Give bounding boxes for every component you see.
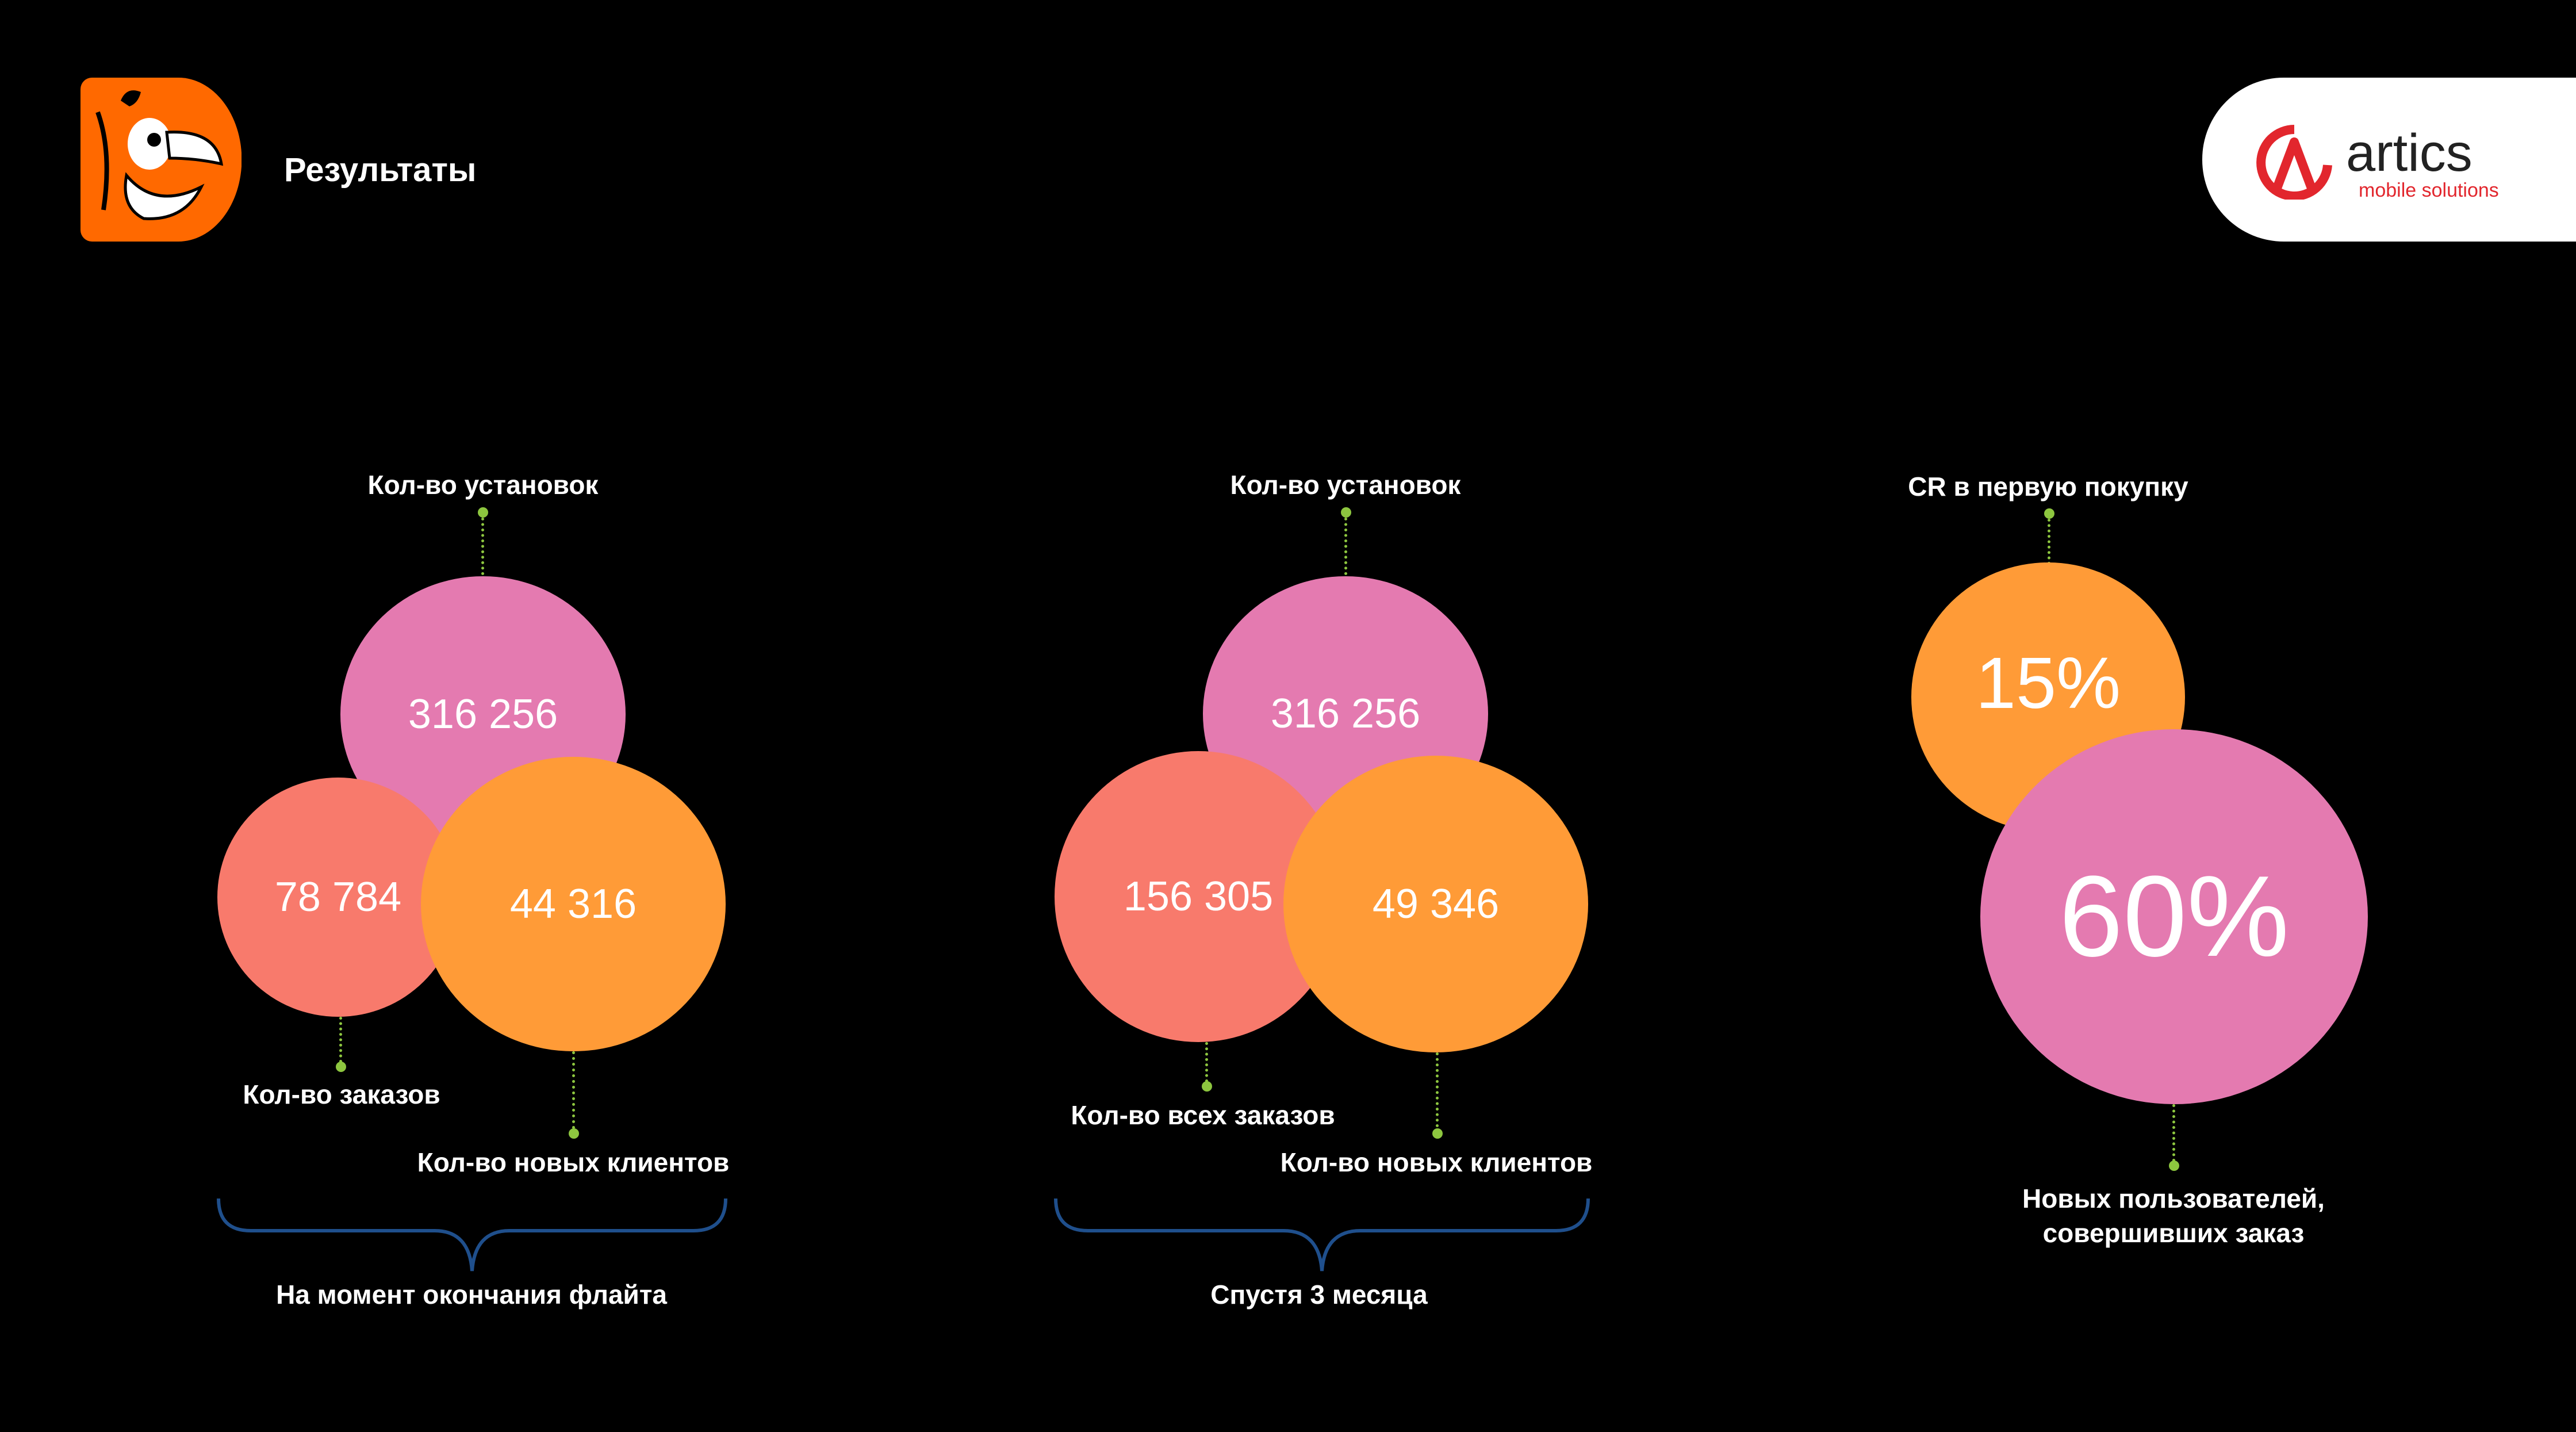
group2-orders-circle: 156 305: [1055, 751, 1342, 1042]
group2-new-clients-connector: [1436, 1052, 1439, 1127]
group1-installs-label: Кол-во установок: [367, 470, 599, 500]
page-title: Результаты: [284, 151, 477, 189]
group1-new-clients-connector: [572, 1051, 575, 1129]
group3-new-users-value: 60%: [2058, 852, 2290, 981]
group1-brace: [217, 1198, 727, 1272]
artics-logo: artics mobile solutions: [2202, 78, 2576, 242]
group3-cr-label: CR в первую покупку: [1908, 472, 2188, 501]
group2-installs-label: Кол-во установок: [1230, 470, 1461, 500]
group1-orders-connector: [339, 1017, 342, 1063]
group1-installs-value: 316 256: [408, 691, 558, 737]
group1-orders-value: 78 784: [274, 874, 402, 920]
artics-tagline: mobile solutions: [2359, 179, 2499, 201]
group2-orders-value: 156 305: [1123, 874, 1274, 920]
dodo-logo: [80, 78, 241, 242]
group2-new-clients-value: 49 346: [1372, 881, 1500, 927]
group2-orders-label: Кол-во всех заказов: [1071, 1100, 1335, 1130]
artics-a-icon: [2256, 125, 2332, 200]
group1-new-clients-circle: 44 316: [421, 757, 726, 1051]
group1-orders-dot: [336, 1062, 346, 1072]
group3-cr-value: 15%: [1975, 642, 2121, 723]
group1-orders-circle: 78 784: [217, 778, 459, 1017]
group2-installs-connector: [1344, 518, 1347, 575]
group1-new-clients-value: 44 316: [509, 881, 637, 927]
group3-new-users-label-line2: совершивших заказ: [2042, 1218, 2305, 1248]
group2-orders-connector: [1205, 1042, 1208, 1082]
group1-caption: На момент окончания флайта: [276, 1280, 667, 1310]
group2-installs-value: 316 256: [1270, 691, 1421, 737]
group2-installs-dot: [1341, 507, 1351, 518]
group1-installs-dot: [478, 507, 488, 518]
group1-new-clients-label: Кол-во новых клиентов: [417, 1147, 730, 1177]
artics-name: artics: [2346, 124, 2472, 182]
group2-new-clients-circle: 49 346: [1283, 756, 1588, 1052]
group3-new-users-dot: [2169, 1161, 2179, 1171]
group2-new-clients-label: Кол-во новых клиентов: [1280, 1147, 1593, 1177]
group3-new-users-connector: [2172, 1104, 2175, 1162]
group1-new-clients-dot: [569, 1128, 579, 1139]
group2-caption: Спустя 3 месяца: [1210, 1280, 1428, 1310]
group2-brace: [1054, 1198, 1590, 1272]
group1-orders-label: Кол-во заказов: [243, 1079, 440, 1109]
group3-cr-dot: [2044, 508, 2054, 519]
group3-new-users-circle: 60%: [1980, 729, 2368, 1104]
group2-orders-dot: [1202, 1081, 1212, 1092]
group3-new-users-label-line1: Новых пользователей,: [2022, 1184, 2325, 1213]
group3-cr-connector: [2048, 519, 2050, 565]
group2-new-clients-dot: [1432, 1128, 1443, 1139]
group1-installs-connector: [481, 518, 484, 575]
